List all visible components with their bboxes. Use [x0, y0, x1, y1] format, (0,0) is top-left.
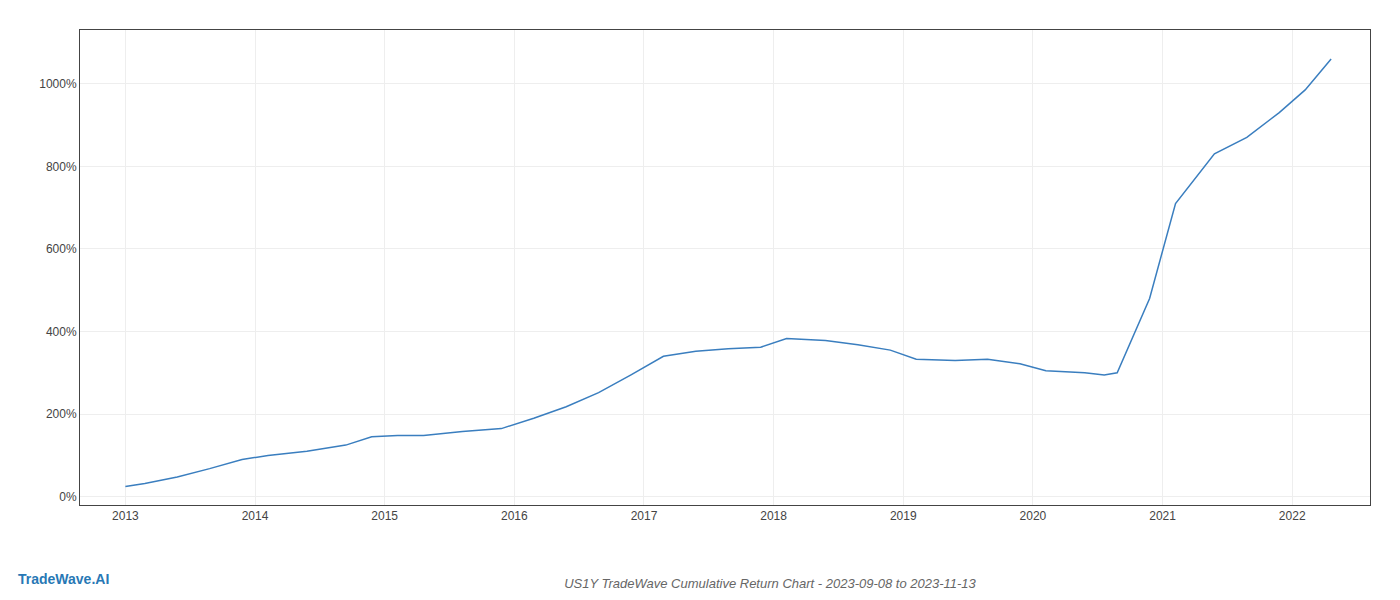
svg-text:2021: 2021: [1149, 509, 1176, 523]
svg-text:2017: 2017: [631, 509, 658, 523]
svg-text:800%: 800%: [46, 160, 77, 174]
svg-text:TradeWave.AI: TradeWave.AI: [18, 571, 109, 587]
svg-text:2013: 2013: [112, 509, 139, 523]
svg-text:2018: 2018: [760, 509, 787, 523]
svg-text:600%: 600%: [46, 242, 77, 256]
svg-text:200%: 200%: [46, 407, 77, 421]
svg-text:1000%: 1000%: [39, 77, 77, 91]
svg-text:2014: 2014: [242, 509, 269, 523]
svg-text:2019: 2019: [890, 509, 917, 523]
svg-text:2016: 2016: [501, 509, 528, 523]
svg-text:2015: 2015: [371, 509, 398, 523]
svg-text:2020: 2020: [1020, 509, 1047, 523]
svg-text:US1Y TradeWave Cumulative Retu: US1Y TradeWave Cumulative Return Chart -…: [564, 576, 976, 591]
svg-text:0%: 0%: [59, 490, 77, 504]
svg-text:400%: 400%: [46, 325, 77, 339]
svg-text:2022: 2022: [1279, 509, 1306, 523]
